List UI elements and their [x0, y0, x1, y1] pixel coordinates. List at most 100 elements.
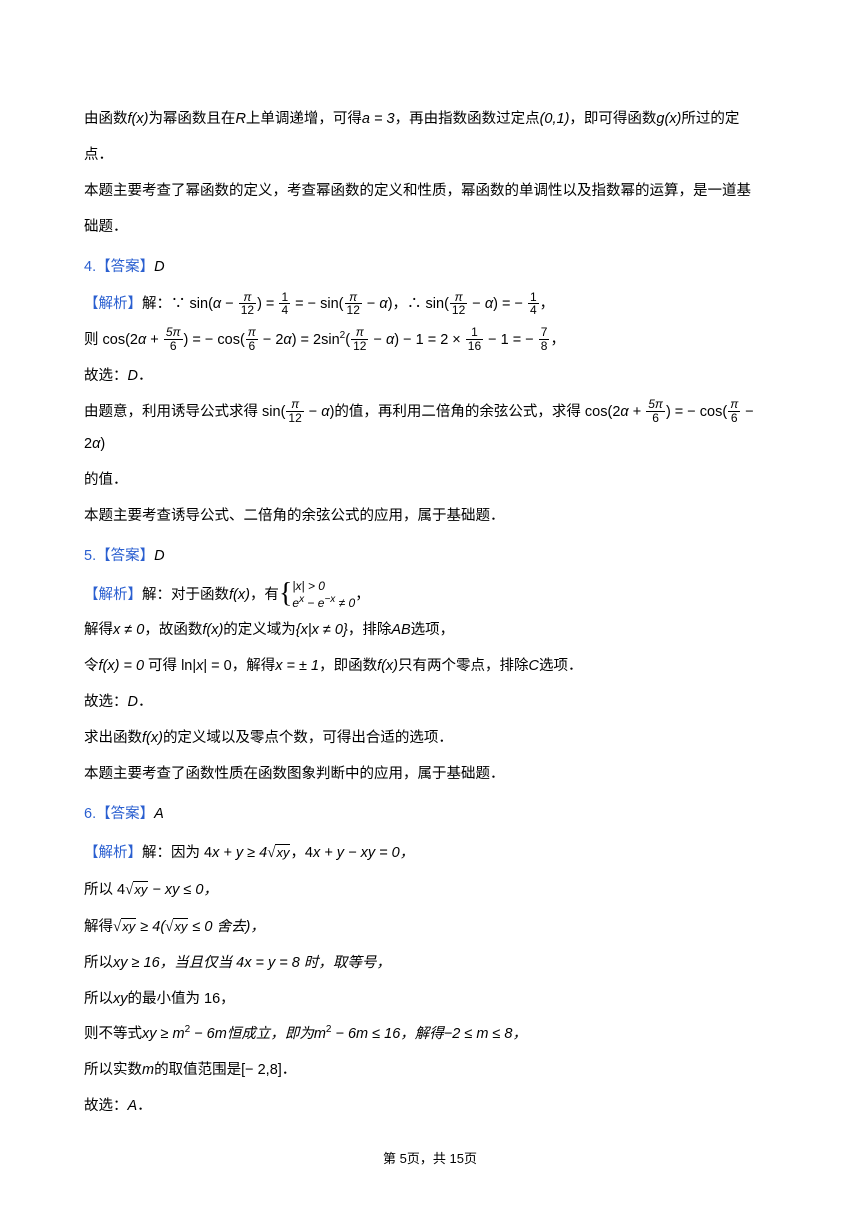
t: ， [355, 586, 370, 602]
t: ) = [257, 296, 278, 312]
t: ，即函数 [319, 658, 377, 674]
q6-num: 6. [84, 806, 96, 822]
q5-l3: 令f(x) = 0 可得 ln|x| = 0，解得x = ± 1，即函数f(x)… [84, 651, 776, 683]
t: 解：∵ sin( [142, 296, 213, 312]
t: ，有 [250, 586, 279, 602]
xpm1: x = ± 1 [275, 658, 319, 674]
a: α [485, 296, 493, 312]
t: − [363, 296, 380, 312]
t: = y = 8 时，取等号， [252, 955, 391, 971]
t: 第 [383, 1151, 400, 1166]
q5-num: 5. [84, 548, 96, 564]
t: | = 0，解得 [203, 658, 275, 674]
t: 可得 ln| [144, 658, 196, 674]
t: ，排除 [348, 622, 392, 638]
frac: π12 [351, 326, 368, 352]
t: 由题意，利用诱导公式求得 sin( [84, 404, 285, 420]
t: 的值． [84, 472, 128, 488]
t: ) = − [493, 296, 527, 312]
t: ， [540, 296, 555, 312]
t: ) = 2sin [292, 332, 340, 348]
D: D [128, 694, 138, 710]
t: + [146, 332, 163, 348]
answer-tag: 【答案】 [96, 806, 154, 822]
frac: 116 [466, 326, 483, 352]
t: 只有两个零点，排除 [398, 658, 529, 674]
t: + y − xy = 0， [320, 845, 414, 861]
t: − 6m恒成立，即为m [190, 1026, 326, 1042]
A: A [128, 1098, 138, 1114]
cases: |x| > 0ex − e−x ≠ 0 [292, 579, 355, 611]
q4-l5: 的值． [84, 465, 776, 497]
t: 则不等式 [84, 1026, 142, 1042]
t: 选项， [411, 622, 455, 638]
t: ， [550, 332, 565, 348]
q4-l2: 则 cos(2α + 5π6) = − cos(π6 − 2α) = 2sin2… [84, 325, 776, 357]
explain-tag: 【解析】 [84, 296, 142, 312]
q6-l4: 所以xy ≥ 16，当且仅当 4x = y = 8 时，取等号， [84, 948, 776, 980]
q6-l5: 所以xy的最小值为 16， [84, 984, 776, 1016]
q3-p4: 础题． [84, 212, 776, 244]
t: ． [138, 694, 153, 710]
q5-ans: D [154, 548, 164, 564]
t: 解得 [84, 622, 113, 638]
t: = − sin( [291, 296, 343, 312]
t: 故选： [84, 694, 128, 710]
fx0: f(x) = 0 [99, 658, 145, 674]
q6-l1: 【解析】解：因为 4x + y ≥ 4√xy，4x + y − xy = 0， [84, 837, 776, 870]
m: m [142, 1062, 154, 1078]
t: ) − 1 = 2 × [394, 332, 465, 348]
tot: 15 [450, 1151, 464, 1166]
t: 所以 [84, 991, 113, 1007]
frac: π12 [450, 291, 467, 317]
t: ． [138, 368, 153, 384]
fx: f(x) [128, 111, 149, 127]
q6-l7: 所以实数m的取值范围是[− 2,8]． [84, 1055, 776, 1087]
t: 故选： [84, 368, 128, 384]
t: 则 cos(2 [84, 332, 138, 348]
t: 上单调递增，可得 [246, 111, 362, 127]
t: ≥ 4( [136, 919, 165, 935]
brace-icon: { [279, 580, 292, 608]
t: ≥ m [157, 1026, 185, 1042]
a3: a = 3 [362, 111, 395, 127]
t: − [221, 296, 238, 312]
q5-answer: 5.【答案】D [84, 541, 776, 573]
D: D [128, 368, 138, 384]
frac: 5π6 [646, 398, 665, 424]
t: 所以 [84, 955, 113, 971]
sqrt: √xy [125, 874, 148, 907]
q3-p2: 点． [84, 140, 776, 172]
q3-p1: 由函数f(x)为幂函数且在R上单调递增，可得a = 3，再由指数函数过定点(0,… [84, 104, 776, 136]
t: ，故函数 [144, 622, 202, 638]
q5-l4: 故选：D． [84, 687, 776, 719]
R: R [235, 111, 245, 127]
frac: 14 [528, 291, 539, 317]
frac: 14 [279, 291, 290, 317]
q4-l6: 本题主要考查诱导公式、二倍角的余弦公式的应用，属于基础题． [84, 501, 776, 533]
frac: 5π6 [164, 326, 183, 352]
a: α [620, 404, 628, 420]
xy: xy [113, 991, 128, 1007]
a: α [379, 296, 387, 312]
t: − [468, 296, 485, 312]
frac: π12 [239, 291, 256, 317]
x: x [244, 955, 251, 971]
t: ) = − cos( [184, 332, 245, 348]
q6-l2: 所以 4√xy − xy ≤ 0， [84, 874, 776, 907]
t: 解得 [84, 919, 113, 935]
t: 点． [84, 147, 113, 163]
set: {x|x ≠ 0} [296, 622, 348, 638]
q4-l3: 故选：D． [84, 361, 776, 393]
frac: π12 [286, 398, 303, 424]
frac: π6 [246, 326, 258, 352]
t: − 6m ≤ 16，解得−2 ≤ m ≤ 8， [331, 1026, 527, 1042]
t: − xy ≤ 0， [148, 882, 218, 898]
t: − [369, 332, 386, 348]
q6-answer: 6.【答案】A [84, 799, 776, 831]
q4-l1: 【解析】解：∵ sin(α − π12) = 14 = − sin(π12 − … [84, 289, 776, 321]
frac: π12 [345, 291, 362, 317]
sqrt: √xy [165, 911, 188, 944]
t: + y ≥ 4 [219, 845, 267, 861]
xy: xy [142, 1026, 157, 1042]
